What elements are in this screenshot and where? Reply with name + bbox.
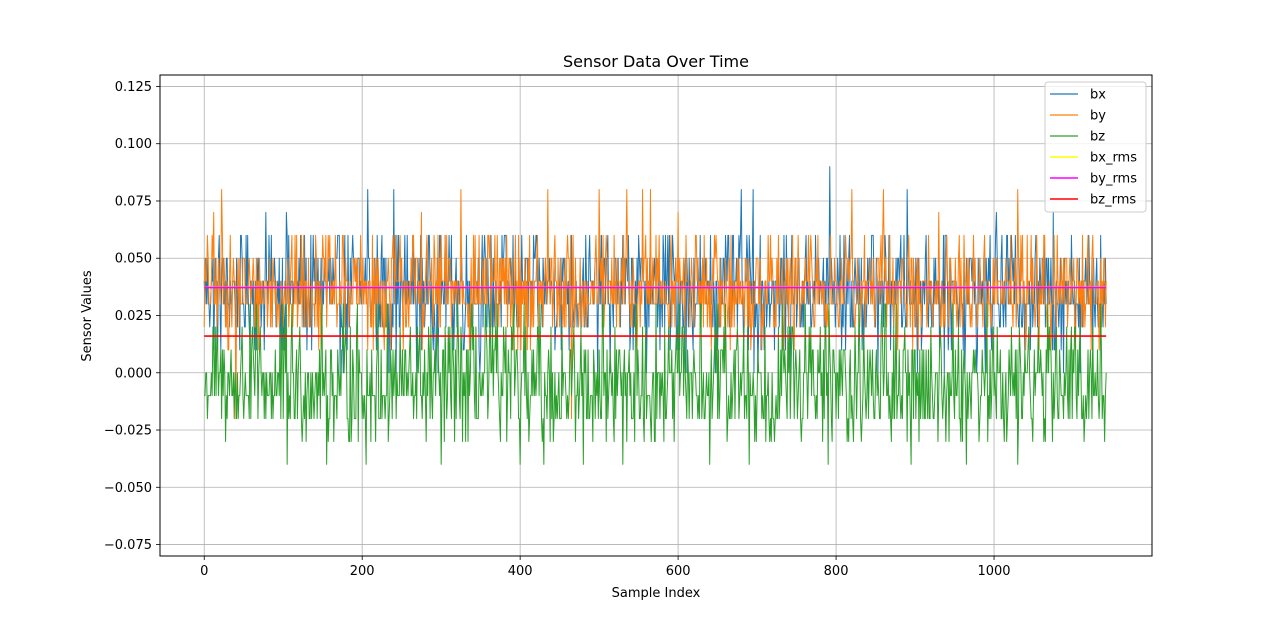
legend-label-bz-rms: bz_rms [1090, 193, 1136, 208]
legend-label-bx: bx [1090, 88, 1106, 103]
series-line-by [203, 189, 1107, 420]
y-tick-label: 0.100 [115, 137, 152, 152]
legend: bx by bz bx_rms by_rms bz_rms [1044, 81, 1147, 213]
y-tick-label: 0.000 [115, 366, 152, 381]
legend-label-by-rms: by_rms [1090, 172, 1137, 187]
chart-title: Sensor Data Over Time [563, 52, 749, 71]
y-tick-label: −0.050 [104, 481, 152, 496]
y-tick-label: 0.075 [115, 194, 152, 209]
x-tick-label: 1000 [977, 564, 1010, 579]
legend-label-by: by [1090, 109, 1106, 124]
ticks-layer: 0 200 400 600 800 1000 −0.075 −0.050 −0.025 0.000… [104, 80, 1011, 579]
y-tick-label: 0.125 [115, 80, 152, 95]
legend-label-bz: bz [1090, 130, 1105, 145]
x-tick-label: 200 [350, 564, 375, 579]
y-axis-label: Sensor Values [80, 270, 95, 361]
x-axis-label: Sample Index [612, 586, 701, 601]
series-layer [203, 166, 1107, 465]
legend-label-bx-rms: bx_rms [1090, 151, 1137, 166]
series-line-bz [204, 303, 1107, 465]
y-tick-label: 0.025 [115, 309, 152, 324]
x-tick-label: 0 [200, 564, 208, 579]
y-tick-label: −0.025 [104, 424, 152, 439]
x-tick-label: 800 [824, 564, 849, 579]
y-tick-label: 0.050 [115, 252, 152, 267]
x-tick-label: 600 [666, 564, 691, 579]
y-tick-label: −0.075 [104, 538, 152, 553]
x-tick-label: 400 [508, 564, 533, 579]
